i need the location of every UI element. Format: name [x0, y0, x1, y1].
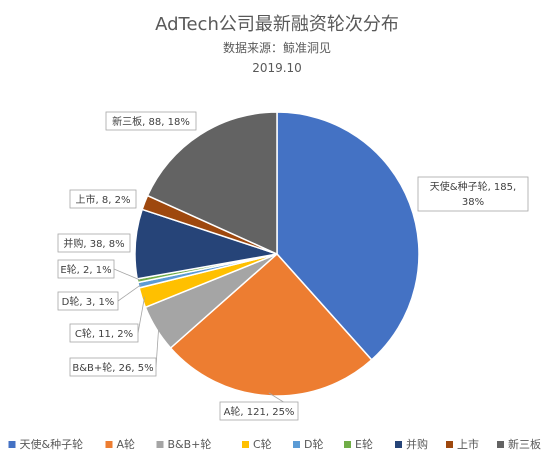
data-label-text: A轮, 121, 25% [224, 405, 295, 418]
data-label-1: 天使&种子轮, 185, 38% [417, 176, 529, 212]
legend-swatch [242, 441, 249, 448]
data-label-text: C轮, 11, 2% [75, 327, 133, 340]
data-labels: 天使&种子轮, 185, 38% A轮, 121, 25% B&B+轮, 26, 5%… [57, 111, 529, 421]
legend-item-2: A轮 [105, 437, 136, 451]
pie-slice-2 [169, 252, 373, 397]
legend-swatch [156, 441, 164, 448]
data-label-text: 新三板, 88, 18% [112, 115, 190, 128]
legend-item-6: E轮 [344, 437, 373, 451]
data-label-2: A轮, 121, 25% [219, 401, 299, 421]
data-label-7: 并购, 38, 8% [57, 233, 131, 253]
leader-line [137, 296, 145, 334]
legend-label: 新三板 [508, 437, 541, 451]
legend-swatch [446, 441, 453, 448]
legend-swatch [344, 441, 351, 448]
data-label-9: 新三板, 88, 18% [105, 111, 197, 131]
chart-subtitle: 数据来源：鲸准洞见 [223, 40, 331, 55]
legend-swatch [293, 441, 300, 448]
legend-item-8: 上市 [446, 437, 479, 451]
legend-label: 上市 [457, 437, 479, 451]
data-label-4: C轮, 11, 2% [69, 323, 139, 343]
legend: 天使&种子轮 A轮 B&B+轮 C轮 D轮 E轮 并购 上市 新三板 [8, 437, 541, 451]
leader-line [113, 268, 141, 281]
legend-item-3: B&B+轮 [156, 437, 212, 451]
chart-date: 2019.10 [252, 61, 302, 75]
data-label-8: 上市, 8, 2% [69, 189, 137, 209]
leader-line [155, 327, 160, 368]
legend-item-4: C轮 [242, 437, 272, 451]
data-label-text: D轮, 3, 1% [62, 295, 115, 308]
legend-label: A轮 [117, 437, 136, 451]
data-label-text: 天使&种子轮, 185, [430, 180, 516, 193]
data-label-text: 38% [462, 197, 484, 208]
legend-label: 天使&种子轮 [20, 437, 84, 451]
legend-item-9: 新三板 [497, 437, 541, 451]
data-label-text: B&B+轮, 26, 5% [72, 361, 153, 374]
pie-slice-1 [276, 111, 420, 361]
legend-label: B&B+轮 [168, 437, 212, 451]
legend-label: E轮 [355, 437, 373, 451]
legend-item-1: 天使&种子轮 [8, 437, 84, 451]
data-label-5: D轮, 3, 1% [57, 291, 119, 311]
chart-title: AdTech公司最新融资轮次分布 [155, 14, 399, 35]
data-label-6: E轮, 2, 1% [57, 259, 115, 279]
leader-line [117, 284, 142, 302]
legend-item-5: D轮 [293, 437, 323, 451]
data-label-text: E轮, 2, 1% [60, 263, 111, 276]
legend-label: C轮 [253, 437, 272, 451]
data-label-text: 并购, 38, 8% [63, 237, 124, 250]
legend-label: 并购 [406, 437, 428, 451]
data-label-text: 上市, 8, 2% [76, 193, 131, 206]
legend-item-7: 并购 [395, 437, 428, 451]
legend-swatch [497, 441, 504, 448]
legend-swatch [395, 441, 402, 448]
legend-swatch [105, 441, 113, 448]
pie-slice-9 [146, 111, 278, 256]
legend-swatch [8, 441, 16, 448]
data-label-3: B&B+轮, 26, 5% [69, 357, 157, 377]
legend-label: D轮 [304, 437, 323, 451]
pie-slices [134, 111, 420, 397]
